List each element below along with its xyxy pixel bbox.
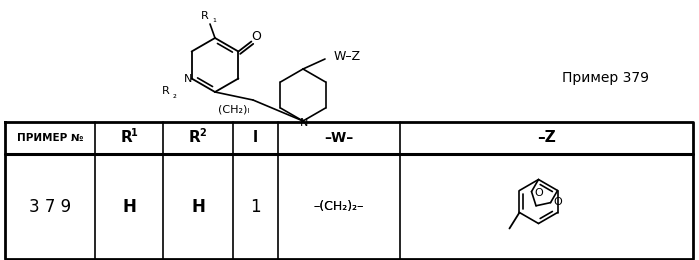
Text: W–Z: W–Z: [333, 49, 361, 62]
Text: –Z: –Z: [537, 131, 556, 146]
Text: ₁: ₁: [212, 14, 216, 24]
Text: –(CH₂)₂–: –(CH₂)₂–: [314, 200, 364, 213]
Text: R: R: [189, 131, 201, 146]
Text: 3 7 9: 3 7 9: [29, 198, 71, 216]
Text: R: R: [161, 86, 169, 95]
Text: ₂: ₂: [173, 89, 177, 100]
Text: H: H: [191, 198, 205, 216]
Text: R: R: [120, 131, 132, 146]
Text: (CH₂)ₗ: (CH₂)ₗ: [218, 105, 250, 115]
Text: 1: 1: [250, 198, 261, 216]
Text: O: O: [553, 197, 562, 207]
Text: –W–: –W–: [324, 131, 354, 145]
Text: 2: 2: [200, 128, 206, 138]
Text: O: O: [534, 188, 543, 198]
Text: l: l: [253, 131, 258, 146]
Text: –(CH₂)₂–: –(CH₂)₂–: [314, 200, 364, 213]
Text: N: N: [300, 118, 308, 128]
Text: N: N: [183, 75, 192, 84]
Text: O: O: [252, 30, 261, 43]
Text: 1: 1: [131, 128, 138, 138]
Text: R: R: [201, 11, 209, 21]
Text: H: H: [122, 198, 136, 216]
Text: ПРИМЕР №: ПРИМЕР №: [17, 133, 83, 143]
Text: Пример 379: Пример 379: [561, 71, 649, 85]
